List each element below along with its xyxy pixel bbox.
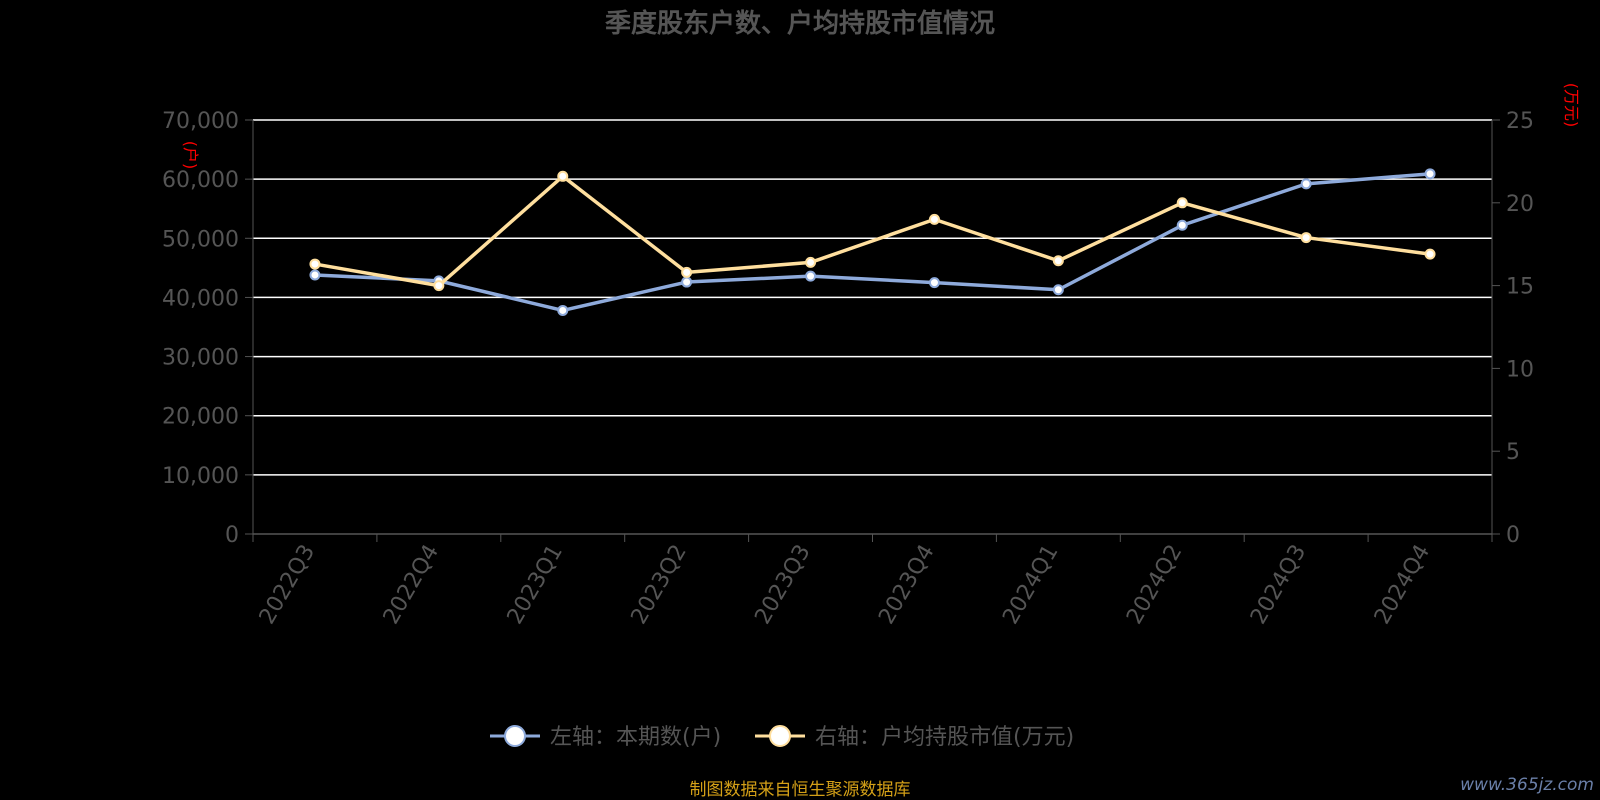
data-point-avg-holding-value [309, 258, 321, 270]
legend-marker-right-series [769, 725, 791, 747]
data-point-avg-holding-value [433, 280, 445, 292]
left-axis-tick-label: 10,000 [162, 464, 239, 489]
data-point-shareholders [681, 276, 693, 288]
data-point-shareholders [928, 277, 940, 289]
legend: 左轴：本期数(户) 右轴：户均持股市值(万元) [490, 725, 1074, 750]
x-axis-tick-label: 2024Q2 [1122, 541, 1187, 629]
legend-label-right-series: 右轴：户均持股市值(万元) [815, 725, 1074, 750]
right-axis-tick-label: 25 [1506, 109, 1534, 134]
left-axis-unit-label: (户) [181, 141, 200, 170]
watermark: www.365jz.com [1460, 775, 1594, 795]
data-point-avg-holding-value [1300, 232, 1312, 244]
right-axis-unit-label: (万元) [1562, 83, 1581, 128]
data-point-shareholders [805, 270, 817, 282]
x-axis-tick-label: 2024Q1 [998, 541, 1063, 629]
series-lines [309, 168, 1436, 316]
right-axis-tick-label: 0 [1506, 523, 1520, 548]
data-source-note: 制图数据来自恒生聚源数据库 [690, 780, 911, 800]
series-line-avg-holding-value [314, 174, 1431, 288]
x-axis-tick-label: 2022Q3 [255, 541, 320, 629]
legend-label-left-series: 左轴：本期数(户) [550, 725, 721, 750]
data-point-avg-holding-value [681, 266, 693, 278]
right-axis-tick-label: 5 [1506, 440, 1520, 465]
legend-item-left-series[interactable]: 左轴：本期数(户) [490, 725, 721, 750]
data-point-avg-holding-value [928, 213, 940, 225]
x-axis-tick-label: 2024Q3 [1246, 541, 1311, 629]
data-point-avg-holding-value [1052, 255, 1064, 267]
series-line-shareholders [314, 172, 1431, 313]
right-axis-tick-label: 10 [1506, 357, 1534, 382]
data-point-shareholders [1424, 168, 1436, 180]
x-axis-tick-label: 2023Q1 [503, 541, 568, 629]
left-axis-tick-label: 20,000 [162, 405, 239, 430]
data-point-avg-holding-value [1176, 197, 1188, 209]
left-axis-tick-label: 40,000 [162, 286, 239, 311]
left-axis-tick-label: 50,000 [162, 227, 239, 252]
legend-marker-left-series [504, 725, 526, 747]
left-axis-tick-label: 60,000 [162, 168, 239, 193]
data-point-shareholders [1052, 284, 1064, 296]
x-axis-tick-label: 2023Q2 [627, 541, 692, 629]
data-point-shareholders [1300, 178, 1312, 190]
x-axis-tick-label: 2022Q4 [379, 541, 444, 629]
right-axis-tick-label: 20 [1506, 192, 1534, 217]
left-axis-tick-label: 30,000 [162, 346, 239, 371]
data-point-shareholders [309, 269, 321, 281]
data-point-avg-holding-value [805, 256, 817, 268]
legend-item-right-series[interactable]: 右轴：户均持股市值(万元) [755, 725, 1074, 750]
x-axis-tick-label: 2024Q4 [1370, 541, 1435, 629]
grid-lines [253, 119, 1492, 476]
data-point-avg-holding-value [1424, 248, 1436, 260]
data-point-avg-holding-value [557, 170, 569, 182]
right-axis-tick-label: 15 [1506, 275, 1534, 300]
x-axis-tick-label: 2023Q3 [750, 541, 815, 629]
left-axis-tick-label: 70,000 [162, 109, 239, 134]
x-axis-tick-label: 2023Q4 [874, 541, 939, 629]
chart-title: 季度股东户数、户均持股市值情况 [605, 8, 995, 39]
left-axis-tick-label: 0 [225, 523, 239, 548]
axes: 0 10,000 20,000 30,000 40,000 50,000 60,000 70,… [162, 109, 1534, 629]
data-point-shareholders [557, 304, 569, 316]
data-point-shareholders [1176, 219, 1188, 231]
